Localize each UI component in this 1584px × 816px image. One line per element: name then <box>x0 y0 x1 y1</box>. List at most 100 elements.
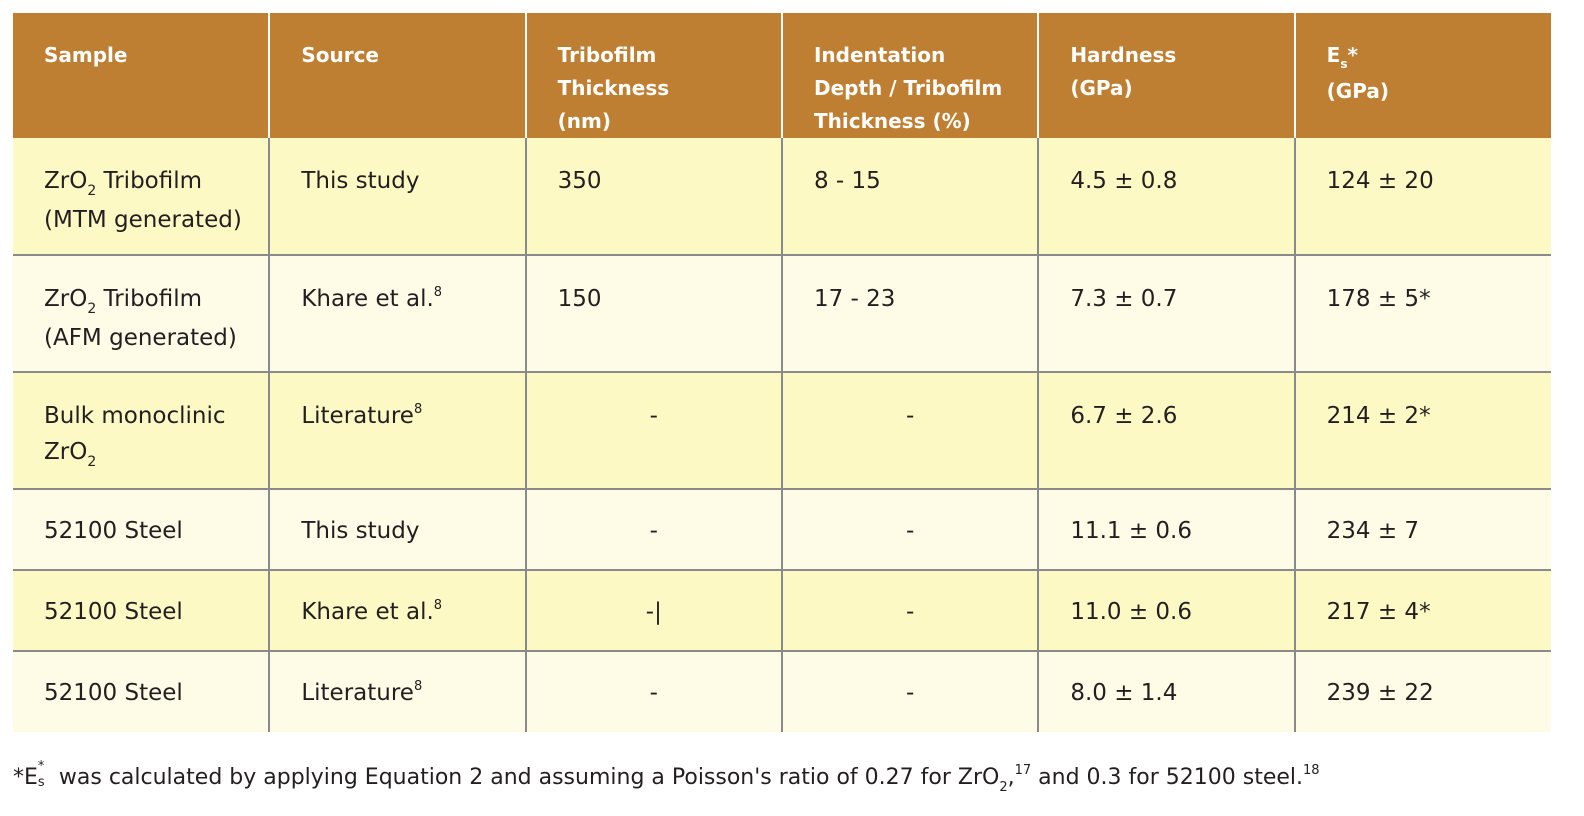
thickness-value: - <box>649 403 658 429</box>
table-row: ZrO2 Tribofilm (AFM generated) Khare et … <box>13 255 1551 373</box>
hardness-value: 6.7 ± 2.6 <box>1070 403 1178 429</box>
footnote-text-2: and 0.3 for 52100 steel. <box>1031 765 1303 790</box>
cell-sample: 52100 Steel <box>13 489 270 571</box>
cell-thickness: - <box>524 651 782 732</box>
es-value: 217 ± 4* <box>1326 599 1431 625</box>
sample-text: 52100 Steel <box>44 518 183 544</box>
sample-text-post: Tribofilm <box>96 286 203 312</box>
cell-es: 234 ± 7 <box>1293 489 1551 571</box>
cell-es: 214 ± 2* <box>1293 372 1551 490</box>
header-source: Source <box>268 13 526 138</box>
cell-depth: - <box>780 372 1039 490</box>
footnote-e-scripts: * s <box>38 759 52 790</box>
cell-sample: ZrO2 Tribofilm (MTM generated) <box>13 138 270 256</box>
table-row: Bulk monoclinic ZrO2 Literature8 - - 6.7… <box>13 372 1551 490</box>
header-depth-line2: Depth / Tribofilm <box>813 76 1003 100</box>
source-ref: 8 <box>413 679 423 694</box>
es-value: 234 ± 7 <box>1326 518 1420 544</box>
cell-thickness: 150 <box>524 255 782 373</box>
es-value: 239 ± 22 <box>1326 680 1434 706</box>
sample-text: 52100 Steel <box>44 599 183 625</box>
cell-hardness: 11.0 ± 0.6 <box>1037 570 1295 652</box>
source-text: Khare et al. <box>301 286 434 312</box>
header-thickness-line3: (nm) <box>557 109 612 133</box>
header-depth-line3: Thickness (%) <box>813 109 971 133</box>
sample-subscript: 2 <box>87 454 97 470</box>
properties-table: Sample Source Tribofilm Thickness (nm) I… <box>13 13 1551 732</box>
cell-depth: 17 - 23 <box>780 255 1039 373</box>
hardness-value: 11.0 ± 0.6 <box>1070 599 1192 625</box>
cell-depth: - <box>780 570 1039 652</box>
header-source-text: Source <box>301 43 379 67</box>
header-hardness-line1: Hardness <box>1070 43 1177 67</box>
hardness-value: 7.3 ± 0.7 <box>1070 286 1178 312</box>
cell-thickness: -| <box>524 570 782 652</box>
source-ref: 8 <box>433 598 443 613</box>
header-depth: Indentation Depth / Tribofilm Thickness … <box>780 13 1039 138</box>
header-thickness-line1: Tribofilm <box>557 43 657 67</box>
cell-source: Khare et al.8 <box>268 570 526 652</box>
sample-text: 52100 Steel <box>44 680 183 706</box>
cell-source: Literature8 <box>268 372 526 490</box>
depth-value: - <box>905 403 915 429</box>
source-ref: 8 <box>433 285 443 300</box>
header-sample: Sample <box>13 13 270 138</box>
header-hardness: Hardness (GPa) <box>1037 13 1295 138</box>
table-row: ZrO2 Tribofilm (MTM generated) This stud… <box>13 138 1551 256</box>
es-value: 124 ± 20 <box>1326 168 1434 194</box>
data-table-container: Sample Source Tribofilm Thickness (nm) I… <box>13 13 1551 732</box>
cell-depth: - <box>780 489 1039 571</box>
cell-es: 239 ± 22 <box>1293 651 1551 732</box>
depth-value: 8 - 15 <box>813 168 881 194</box>
cell-depth: - <box>780 651 1039 732</box>
table-row: 52100 Steel Khare et al.8 -| - 11.0 ± 0.… <box>13 570 1551 652</box>
footnote-ref-18: 18 <box>1303 763 1320 778</box>
depth-value: - <box>905 680 915 706</box>
es-value: 178 ± 5* <box>1326 286 1431 312</box>
cell-hardness: 7.3 ± 0.7 <box>1037 255 1295 373</box>
footnote-ref-17: 17 <box>1014 763 1032 778</box>
cell-source: Khare et al.8 <box>268 255 526 373</box>
thickness-value: -| <box>645 599 662 625</box>
table-row: 52100 Steel Literature8 - - 8.0 ± 1.4 23… <box>13 651 1551 732</box>
cell-sample: 52100 Steel <box>13 651 270 732</box>
depth-value: - <box>905 599 915 625</box>
sample-subscript: 2 <box>87 301 97 317</box>
source-text: Literature <box>301 403 414 429</box>
sample-text-line2: ZrO <box>44 439 88 465</box>
header-es-sub: s <box>1340 57 1348 71</box>
header-thickness: Tribofilm Thickness (nm) <box>524 13 782 138</box>
cell-thickness: - <box>524 372 782 490</box>
hardness-value: 11.1 ± 0.6 <box>1070 518 1192 544</box>
header-depth-line1: Indentation <box>813 43 946 67</box>
sample-text: ZrO <box>44 286 88 312</box>
footnote-star: * <box>13 765 24 790</box>
header-sample-text: Sample <box>44 43 128 67</box>
header-row: Sample Source Tribofilm Thickness (nm) I… <box>13 13 1551 138</box>
cell-thickness: 350 <box>524 138 782 256</box>
thickness-value: 350 <box>557 168 602 194</box>
thickness-value: - <box>649 680 658 706</box>
depth-value: - <box>905 518 915 544</box>
header-hardness-line2: (GPa) <box>1070 76 1133 100</box>
source-text: Literature <box>301 680 414 706</box>
header-thickness-line2: Thickness <box>557 76 670 100</box>
cell-hardness: 8.0 ± 1.4 <box>1037 651 1295 732</box>
cell-source: This study <box>268 489 526 571</box>
header-es-main: E <box>1326 43 1341 67</box>
source-text: This study <box>301 518 420 544</box>
cell-hardness: 6.7 ± 2.6 <box>1037 372 1295 490</box>
source-text: Khare et al. <box>301 599 434 625</box>
cell-sample: ZrO2 Tribofilm (AFM generated) <box>13 255 270 373</box>
header-es-star: * <box>1347 43 1358 67</box>
header-es-unit: (GPa) <box>1326 79 1389 103</box>
table-row: 52100 Steel This study - - 11.1 ± 0.6 23… <box>13 489 1551 571</box>
sample-text-line2: (AFM generated) <box>44 325 237 351</box>
cell-source: Literature8 <box>268 651 526 732</box>
table-body: ZrO2 Tribofilm (MTM generated) This stud… <box>13 138 1551 732</box>
hardness-value: 4.5 ± 0.8 <box>1070 168 1178 194</box>
thickness-value: - <box>649 518 658 544</box>
hardness-value: 8.0 ± 1.4 <box>1070 680 1178 706</box>
thickness-value: 150 <box>557 286 602 312</box>
footnote-e-sup: * <box>37 759 45 774</box>
